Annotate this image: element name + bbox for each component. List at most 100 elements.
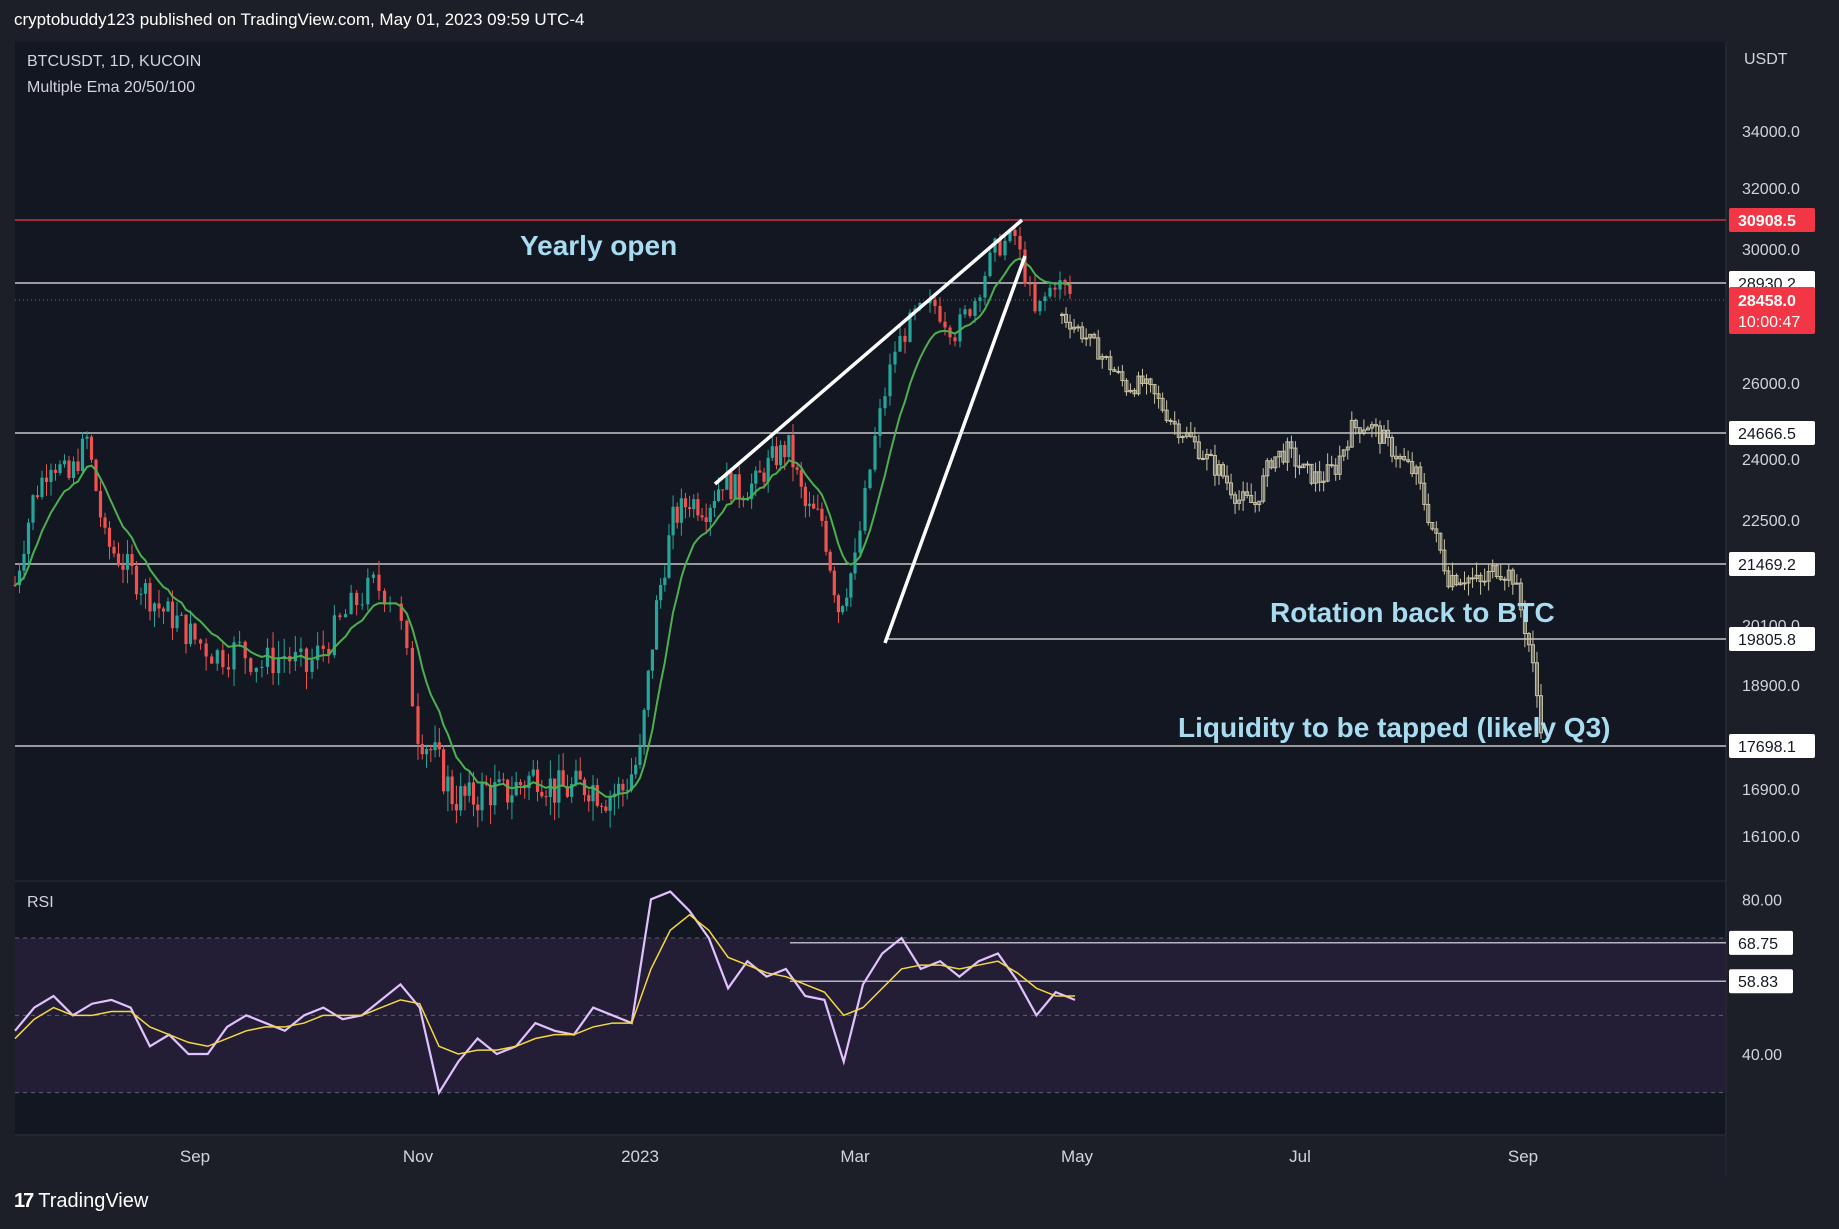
ghost-candle-body [1365, 427, 1370, 431]
candle-body [840, 606, 845, 613]
ghost-candle-body [1406, 459, 1411, 463]
candle-body [349, 592, 353, 615]
candle-body [733, 474, 737, 500]
price-tick-label: 18900.0 [1742, 678, 1800, 695]
ema-group [14, 257, 1071, 798]
price-tick-label: 24000.0 [1742, 452, 1800, 469]
candle-body [204, 643, 208, 657]
indicator-info[interactable]: Multiple Ema 20/50/100 [27, 79, 196, 96]
ghost-candle-body [1208, 453, 1213, 457]
ghost-candle-body [1462, 582, 1467, 585]
ghost-candle-body [1369, 424, 1374, 429]
candle-body [1048, 287, 1052, 297]
candle-body [888, 364, 892, 397]
ghost-candle-body [1530, 644, 1535, 664]
candle-body [493, 782, 497, 806]
candle-body [62, 460, 67, 465]
candle-body [184, 614, 188, 645]
candle-body [766, 457, 770, 482]
candle-body [76, 461, 80, 471]
rsi-title[interactable]: RSI [27, 894, 54, 911]
price-tick-label: 26000.0 [1742, 376, 1800, 393]
candle-body [574, 770, 578, 785]
candle-body [1068, 284, 1072, 294]
ghost-candle-body [1486, 571, 1491, 582]
ghost-candle-body [1518, 582, 1523, 611]
price-level-label: 24666.5 [1738, 426, 1796, 443]
candle-body [518, 781, 523, 786]
candle-body [304, 648, 309, 672]
ghost-candle-body [1422, 482, 1427, 505]
annotation-yearly-open: Yearly open [520, 230, 677, 261]
candle-body [310, 660, 314, 672]
candle-body [807, 503, 812, 507]
candle-body [704, 517, 708, 523]
candle-body [531, 769, 535, 776]
ghost-candles-group [1060, 307, 1543, 740]
ghost-candle-body [1277, 450, 1282, 458]
rsi-axis[interactable]: 40.00 80.00 68.75 58.83 [1729, 892, 1793, 1064]
candle-body [716, 489, 721, 501]
candle-body [893, 351, 897, 365]
candle-body [553, 778, 557, 803]
ghost-candle-body [1281, 450, 1286, 463]
candle-body [471, 782, 476, 805]
ghost-candle-body [1458, 582, 1463, 586]
candle-body [803, 486, 807, 507]
ghost-candle-body [1538, 695, 1543, 734]
candle-body [758, 470, 762, 473]
candle-body [868, 469, 872, 488]
candle-body [497, 779, 501, 783]
currency-label: USDT [1744, 51, 1788, 68]
ghost-candle-body [1442, 549, 1447, 572]
time-tick-label: Sep [1508, 1147, 1538, 1166]
candle-body [17, 570, 22, 586]
candle-body [116, 553, 121, 566]
candle-body [49, 469, 53, 482]
candle-body [1003, 240, 1007, 256]
ghost-candle-body [1289, 441, 1294, 449]
candle-body [488, 784, 493, 806]
ghost-candle-body [1229, 482, 1234, 496]
symbol-info[interactable]: BTCUSDT, 1D, KUCOIN [27, 53, 202, 70]
price-axis[interactable]: 16100.016900.018900.020100.022500.024000… [1729, 124, 1815, 846]
ghost-candle-body [1325, 464, 1330, 482]
candle-body [791, 435, 795, 468]
ghost-candle-body [1382, 429, 1386, 444]
price-level-label: 30908.5 [1738, 213, 1796, 230]
candle-body [437, 742, 441, 750]
footer[interactable]: 17 TradingView [14, 1190, 148, 1213]
candle-body [459, 786, 463, 811]
ghost-candle-body [1172, 420, 1177, 425]
price-level-badge [1729, 208, 1815, 232]
ghost-candle-body [1305, 463, 1310, 466]
candle-body [799, 469, 803, 487]
candle-body [845, 597, 849, 607]
rsi-lines-group [14, 890, 1726, 1096]
candle-body [221, 650, 225, 668]
ghost-candle-body [1068, 321, 1073, 330]
ghost-candle-body [1104, 355, 1109, 358]
candle-body [355, 592, 359, 606]
candle-body [540, 791, 544, 797]
candle-body [198, 639, 203, 644]
ghost-candle-body [1470, 577, 1475, 580]
candle-body [638, 746, 642, 765]
candle-body [210, 656, 214, 664]
ghost-candle-body [1446, 570, 1451, 588]
candle-body [535, 769, 540, 792]
candle-body [112, 546, 116, 554]
candle-body [332, 615, 336, 656]
candle-body [587, 795, 591, 802]
ghost-candle-body [1490, 565, 1495, 573]
time-axis[interactable]: Sep Nov 2023 Mar May Jul Sep [180, 1147, 1538, 1166]
candle-body [828, 551, 832, 571]
candle-body [595, 785, 599, 806]
ghost-candle-body [1084, 337, 1089, 340]
candle-body [121, 565, 125, 570]
annotations-group: Yearly open Rotation back to BTC Liquidity… [520, 230, 1610, 743]
ghost-candle-body [1386, 429, 1391, 438]
candle-body [625, 790, 629, 792]
ghost-candle-body [1092, 333, 1097, 339]
